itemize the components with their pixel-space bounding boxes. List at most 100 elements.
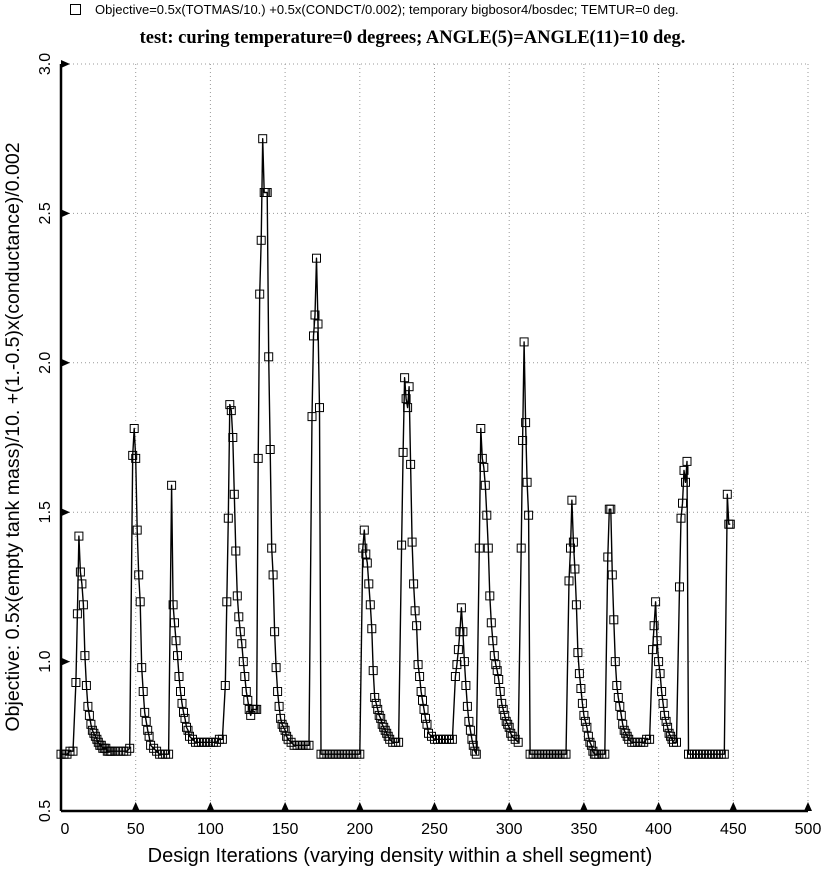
data-point-marker	[267, 543, 277, 553]
data-point-marker	[122, 746, 132, 756]
data-point-marker	[500, 710, 510, 720]
data-point-marker	[491, 660, 501, 670]
x-tick-label: 400	[645, 821, 672, 838]
data-point-marker	[583, 731, 593, 741]
axes-layer	[59, 60, 812, 813]
data-point-marker	[137, 663, 147, 673]
data-point-marker	[252, 704, 262, 714]
data-point-marker	[663, 722, 673, 732]
data-point-marker	[600, 749, 610, 759]
data-point-marker	[220, 681, 230, 690]
data-point-marker	[566, 543, 575, 553]
series-layer	[56, 134, 735, 759]
data-point-marker	[567, 495, 577, 505]
data-point-marker	[132, 525, 142, 535]
data-point-marker	[576, 684, 586, 693]
data-point-marker	[415, 672, 425, 681]
x-tick-mark	[804, 802, 812, 811]
data-point-marker	[232, 591, 242, 601]
y-tick-label: 3.0	[37, 53, 54, 75]
data-point-marker	[461, 681, 471, 690]
data-point-marker	[621, 728, 631, 738]
data-point-marker	[265, 445, 275, 454]
data-point-marker	[459, 657, 469, 667]
data-point-marker	[256, 235, 266, 245]
data-point-marker	[649, 621, 659, 631]
data-point-marker	[648, 645, 658, 655]
data-point-marker	[570, 564, 580, 574]
tick-labels: 0 50 100 150 200 250 300 350 400 450 500 0.5 1.0 1.5 2…	[37, 53, 821, 838]
y-tick-mark	[61, 60, 70, 68]
data-point-marker	[561, 749, 571, 759]
data-point-marker	[364, 579, 374, 589]
data-point-marker	[310, 310, 320, 320]
data-point-marker	[371, 698, 381, 708]
data-point-marker	[652, 636, 662, 646]
x-tick-label: 250	[421, 821, 448, 838]
data-point-marker	[188, 734, 197, 744]
data-point-marker	[397, 540, 407, 550]
data-point-marker	[655, 669, 665, 679]
data-point-marker	[385, 734, 395, 744]
data-point-marker	[588, 746, 598, 756]
x-tick-label: 500	[795, 821, 822, 838]
data-point-marker	[234, 612, 244, 622]
chart-title: test: curing temperature=0 degrees; ANGL…	[139, 28, 686, 48]
data-point-marker	[400, 373, 410, 383]
y-tick-label: 2.0	[37, 352, 54, 374]
data-point-marker	[603, 552, 613, 562]
data-point-marker	[271, 663, 281, 673]
data-point-marker	[474, 543, 484, 553]
data-point-marker	[222, 597, 232, 607]
data-point-marker	[179, 707, 188, 717]
data-point-marker	[498, 704, 508, 714]
data-point-marker	[380, 725, 390, 735]
data-point-marker	[367, 624, 377, 634]
data-point-marker	[482, 510, 492, 520]
data-point-marker	[518, 436, 528, 445]
data-point-marker	[501, 716, 511, 726]
data-point-marker	[513, 737, 523, 747]
data-point-marker	[485, 591, 495, 601]
data-point-marker	[403, 403, 413, 413]
x-tick-label: 0	[61, 821, 70, 838]
data-point-marker	[358, 543, 368, 553]
data-point-marker	[75, 567, 85, 577]
data-point-marker	[479, 462, 489, 472]
data-point-marker	[72, 609, 82, 619]
data-point-marker	[89, 728, 99, 738]
data-point-marker	[489, 651, 499, 661]
data-point-marker	[447, 734, 457, 744]
data-point-marker	[407, 537, 417, 547]
data-point-marker	[616, 710, 626, 720]
data-point-marker	[365, 600, 375, 610]
data-point-marker	[497, 698, 507, 708]
x-tick-label: 150	[272, 821, 299, 838]
data-point-marker	[412, 621, 422, 631]
data-point-marker	[418, 695, 427, 705]
data-point-marker	[666, 731, 676, 741]
data-point-marker	[240, 672, 250, 681]
y-tick-label: 2.5	[37, 202, 54, 224]
data-point-marker	[223, 513, 233, 523]
data-point-marker	[477, 453, 487, 463]
data-point-marker	[682, 456, 692, 466]
data-point-marker	[471, 749, 481, 759]
data-point-marker	[171, 636, 181, 646]
data-point-marker	[613, 693, 623, 702]
data-point-marker	[217, 734, 227, 744]
data-point-marker	[574, 669, 584, 679]
data-point-marker	[258, 134, 268, 144]
data-point-marker	[241, 687, 251, 696]
data-point-marker	[564, 576, 574, 586]
y-tick-label: 1.0	[37, 650, 54, 672]
data-point-marker	[651, 597, 661, 607]
data-point-marker	[128, 450, 138, 460]
data-point-marker	[586, 740, 596, 750]
data-point-marker	[237, 639, 247, 649]
data-point-marker	[62, 749, 72, 759]
x-tick-mark	[430, 802, 439, 811]
data-point-marker	[419, 704, 429, 714]
data-point-marker	[507, 731, 517, 741]
y-tick-mark	[61, 358, 70, 367]
